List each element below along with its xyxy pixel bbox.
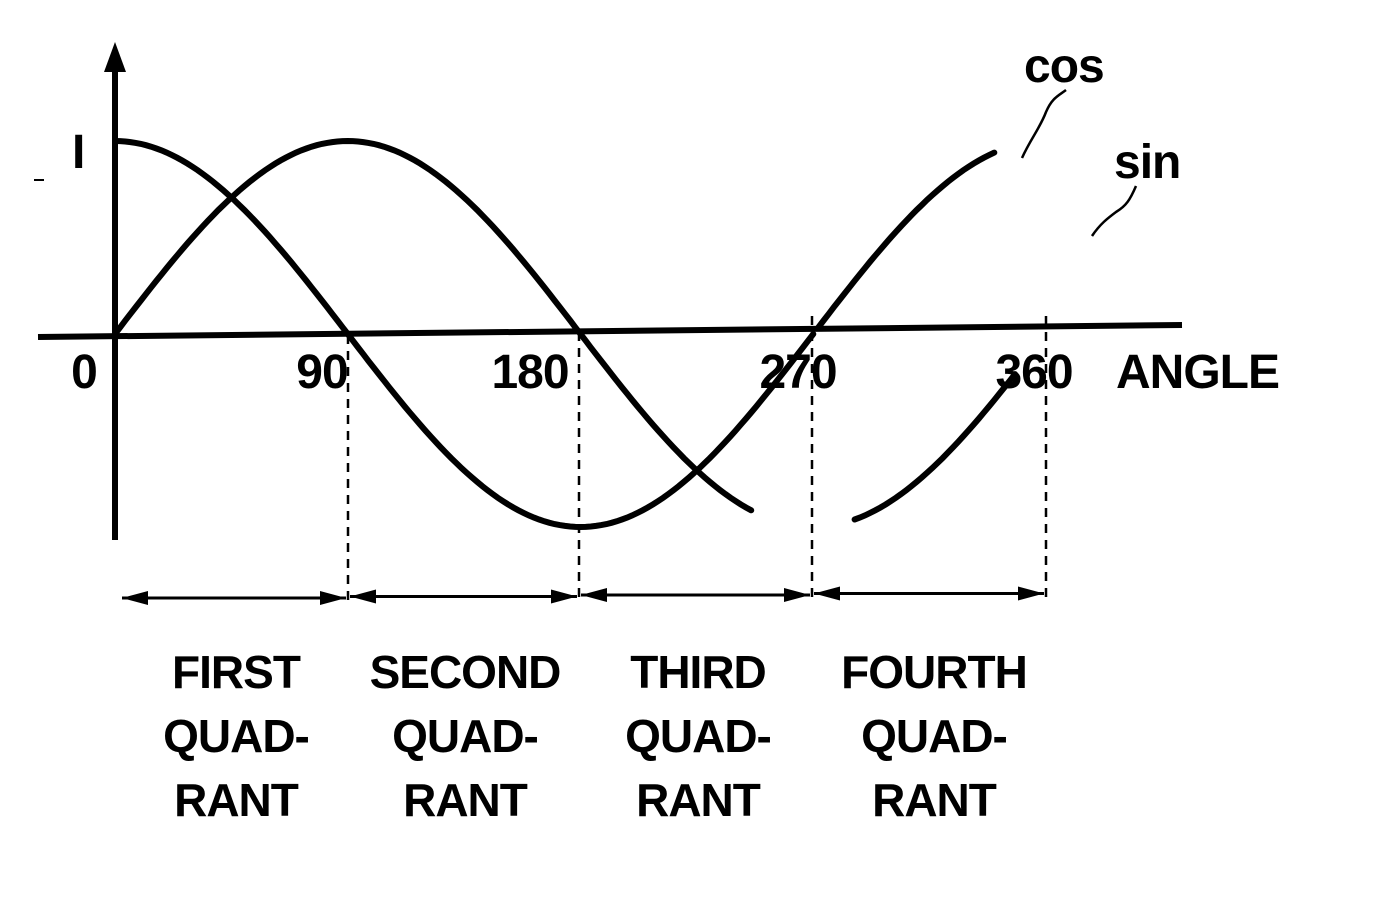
quadrant-span-arrowhead-1-left [122, 591, 148, 605]
quadrant-2-label-line-1: SECOND [370, 646, 561, 698]
quadrant-span-arrowhead-4-left [814, 586, 840, 601]
x-tick-label-90: 90 [296, 346, 347, 399]
quadrant-3-label-line-3: RANT [636, 774, 761, 826]
x-tick-labels: 0 90 180 270 360 [71, 346, 1073, 399]
quadrant-4-label-line-1: FOURTH [841, 646, 1027, 698]
y-axis-arrowhead [104, 42, 126, 72]
quadrant-span-arrowhead-1-right [320, 591, 346, 605]
cos-leader-line [1020, 88, 1067, 159]
quadrant-2-label-line-3: RANT [403, 774, 528, 826]
quadrant-labels: FIRST QUAD- RANT SECOND QUAD- RANT THIRD QUAD- R… [163, 646, 1028, 826]
quadrant-span-arrowhead-3-left [581, 588, 607, 602]
quadrant-1-label-line-2: QUAD- [163, 710, 309, 762]
sin-leader-line [1090, 185, 1138, 237]
x-tick-label-360: 360 [995, 346, 1072, 399]
quadrant-span-arrowhead-4-right [1018, 586, 1044, 601]
quadrant-span-arrowhead-3-right [784, 588, 810, 602]
quadrant-span-arrowhead-2-right [551, 589, 577, 604]
sin-series-line [112, 137, 1018, 523]
quadrant-3-label-line-1: THIRD [630, 646, 766, 698]
sin-series-label: sin [1114, 136, 1180, 189]
y-tick-label: I [72, 126, 84, 179]
x-tick-label-180: 180 [491, 346, 568, 399]
quadrant-span-arrows [122, 586, 1044, 605]
quadrant-4-label-line-2: QUAD- [861, 710, 1007, 762]
quadrant-1-label-line-1: FIRST [172, 646, 301, 698]
quadrant-4-label-line-3: RANT [872, 774, 997, 826]
quadrant-span-arrowhead-2-left [350, 589, 376, 604]
quadrant-3-label-line-2: QUAD- [625, 710, 771, 762]
x-tick-label-0: 0 [71, 346, 97, 399]
quadrant-2-label-line-2: QUAD- [392, 710, 538, 762]
quadrant-1-label-line-3: RANT [174, 774, 299, 826]
x-axis [37, 322, 1183, 340]
x-axis-label: ANGLE [1116, 346, 1279, 399]
cos-series-label: cos [1024, 40, 1104, 93]
